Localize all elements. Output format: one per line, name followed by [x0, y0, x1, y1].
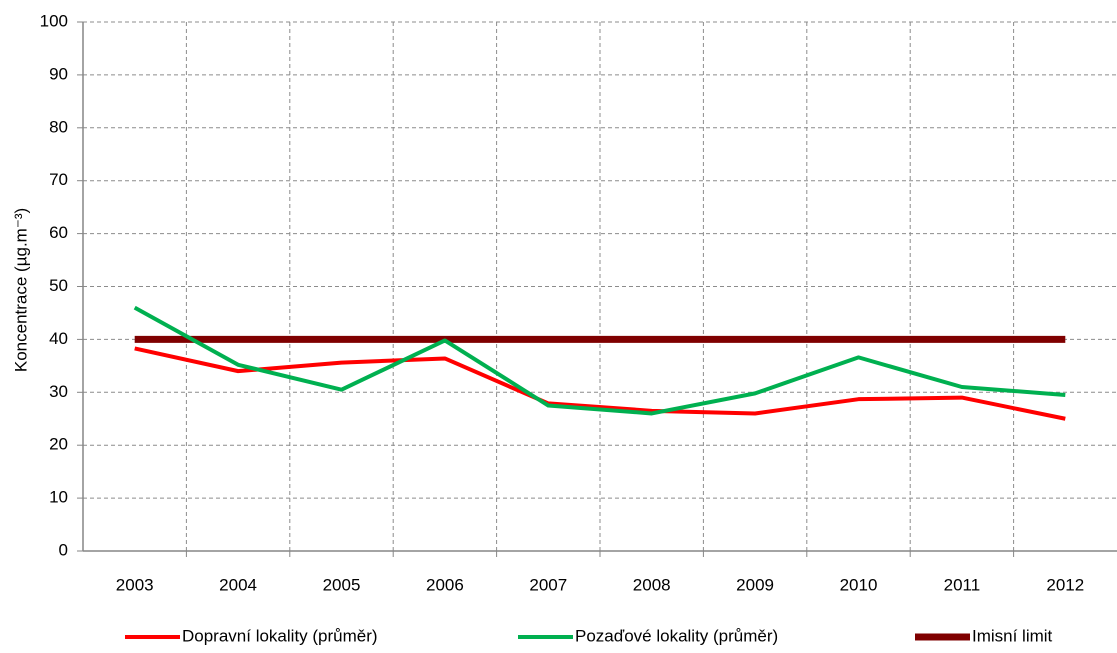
x-tick-label: 2012 — [1046, 575, 1084, 594]
x-tick-label: 2005 — [323, 575, 361, 594]
y-tick-label: 60 — [49, 223, 68, 242]
x-tick-label: 2008 — [633, 575, 671, 594]
series-line — [134, 346, 1066, 421]
y-tick-label: 0 — [59, 540, 68, 559]
y-tick-label: 100 — [40, 11, 68, 30]
y-tick-label: 20 — [49, 435, 68, 454]
x-tick-label: 2003 — [116, 575, 154, 594]
y-tick-label: 30 — [49, 382, 68, 401]
x-tick-label: 2011 — [944, 575, 981, 594]
x-tick-label: 2006 — [426, 575, 464, 594]
y-tick-label: 40 — [49, 329, 68, 348]
x-tick-label: 2009 — [736, 575, 774, 594]
y-axis-label: Koncentrace (µg.m⁻³) — [11, 208, 30, 372]
x-tick-label: 2004 — [219, 575, 257, 594]
legend-label: Pozaďové lokality (průměr) — [575, 626, 778, 645]
x-tick-label: 2007 — [529, 575, 567, 594]
y-tick-label: 70 — [49, 170, 68, 189]
legend-label: Imisní limit — [972, 626, 1053, 645]
y-tick-label: 10 — [49, 488, 68, 507]
series-line — [133, 305, 1066, 416]
y-tick-label: 80 — [49, 117, 68, 136]
y-tick-label: 50 — [49, 276, 68, 295]
y-tick-label: 90 — [49, 64, 68, 83]
legend-label: Dopravní lokality (průměr) — [182, 626, 378, 645]
x-tick-label: 2010 — [840, 575, 878, 594]
